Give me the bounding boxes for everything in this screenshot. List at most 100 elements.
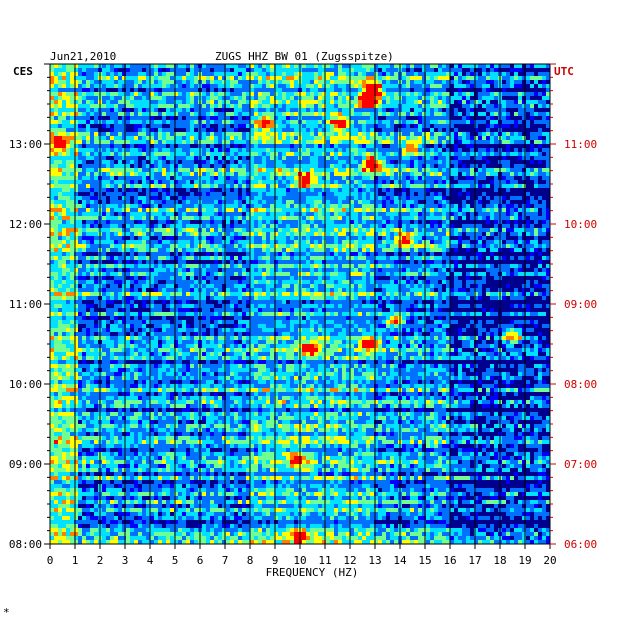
heatmap-cell <box>358 192 362 196</box>
heatmap-cell <box>78 136 82 140</box>
heatmap-cell <box>162 192 166 196</box>
heatmap-cell <box>66 100 70 104</box>
heatmap-cell <box>354 236 358 240</box>
heatmap-cell <box>138 136 142 140</box>
heatmap-cell <box>186 176 190 180</box>
heatmap-cell <box>258 104 262 108</box>
heatmap-cell <box>546 160 550 164</box>
heatmap-cell <box>402 96 406 100</box>
heatmap-cell <box>86 176 90 180</box>
heatmap-cell <box>138 236 142 240</box>
heatmap-cell <box>366 112 370 116</box>
heatmap-cell <box>66 84 70 88</box>
heatmap-cell <box>158 92 162 96</box>
heatmap-cell <box>130 92 134 96</box>
heatmap-cell <box>70 208 74 212</box>
heatmap-cell <box>542 100 546 104</box>
heatmap-cell <box>414 224 418 228</box>
heatmap-cell <box>318 224 322 228</box>
heatmap-cell <box>54 160 58 164</box>
heatmap-cell <box>318 204 322 208</box>
heatmap-cell <box>370 92 374 96</box>
heatmap-cell <box>346 76 350 80</box>
heatmap-cell <box>430 108 434 112</box>
heatmap-cell <box>374 80 378 84</box>
heatmap-cell <box>142 144 146 148</box>
heatmap-cell <box>378 136 382 140</box>
heatmap-cell <box>262 156 266 160</box>
heatmap-cell <box>78 104 82 108</box>
heatmap-cell <box>538 168 542 172</box>
heatmap-cell <box>154 208 158 212</box>
heatmap-cell <box>510 132 514 136</box>
heatmap-cell <box>130 232 134 236</box>
heatmap-cell <box>318 240 322 244</box>
heatmap-cell <box>526 108 530 112</box>
heatmap-cell <box>286 120 290 124</box>
heatmap-cell <box>418 116 422 120</box>
heatmap-cell <box>238 196 242 200</box>
heatmap-cell <box>226 180 230 184</box>
heatmap-cell <box>178 184 182 188</box>
heatmap-cell <box>78 68 82 72</box>
heatmap-cell <box>62 104 66 108</box>
heatmap-cell <box>150 84 154 88</box>
heatmap-cell <box>266 156 270 160</box>
heatmap-cell <box>158 188 162 192</box>
heatmap-cell <box>142 220 146 224</box>
heatmap-cell <box>238 104 242 108</box>
heatmap-cell <box>382 204 386 208</box>
heatmap-cell <box>58 120 62 124</box>
heatmap-cell <box>230 180 234 184</box>
heatmap-cell <box>134 84 138 88</box>
heatmap-cell <box>418 88 422 92</box>
heatmap-cell <box>182 232 186 236</box>
heatmap-cell <box>70 124 74 128</box>
heatmap-cell <box>406 184 410 188</box>
heatmap-cell <box>366 184 370 188</box>
heatmap-cell <box>138 140 142 144</box>
heatmap-cell <box>446 240 450 244</box>
heatmap-cell <box>374 204 378 208</box>
heatmap-cell <box>258 128 262 132</box>
heatmap-cell <box>62 136 66 140</box>
heatmap-cell <box>370 212 374 216</box>
heatmap-cell <box>482 184 486 188</box>
heatmap-cell <box>414 156 418 160</box>
heatmap-cell <box>146 64 150 68</box>
heatmap-cell <box>362 220 366 224</box>
heatmap-cell <box>394 132 398 136</box>
heatmap-cell <box>54 240 58 244</box>
heatmap-cell <box>394 224 398 228</box>
heatmap-cell <box>134 124 138 128</box>
heatmap-cell <box>406 168 410 172</box>
heatmap-cell <box>310 76 314 80</box>
heatmap-cell <box>486 132 490 136</box>
heatmap-cell <box>474 128 478 132</box>
heatmap-cell <box>278 216 282 220</box>
heatmap-cell <box>206 76 210 80</box>
heatmap-cell <box>538 100 542 104</box>
heatmap-cell <box>206 208 210 212</box>
heatmap-cell <box>354 200 358 204</box>
heatmap-cell <box>474 84 478 88</box>
heatmap-cell <box>78 132 82 136</box>
heatmap-cell <box>146 68 150 72</box>
heatmap-cell <box>130 116 134 120</box>
heatmap-cell <box>226 224 230 228</box>
heatmap-cell <box>62 204 66 208</box>
heatmap-cell <box>438 148 442 152</box>
heatmap-cell <box>126 160 130 164</box>
heatmap-cell <box>350 76 354 80</box>
heatmap-cell <box>174 192 178 196</box>
heatmap-cell <box>62 212 66 216</box>
heatmap-cell <box>434 112 438 116</box>
heatmap-cell <box>482 80 486 84</box>
heatmap-cell <box>430 68 434 72</box>
heatmap-cell <box>382 160 386 164</box>
heatmap-cell <box>390 168 394 172</box>
heatmap-cell <box>142 104 146 108</box>
heatmap-cell <box>358 140 362 144</box>
heatmap-cell <box>142 204 146 208</box>
heatmap-cell <box>186 64 190 68</box>
